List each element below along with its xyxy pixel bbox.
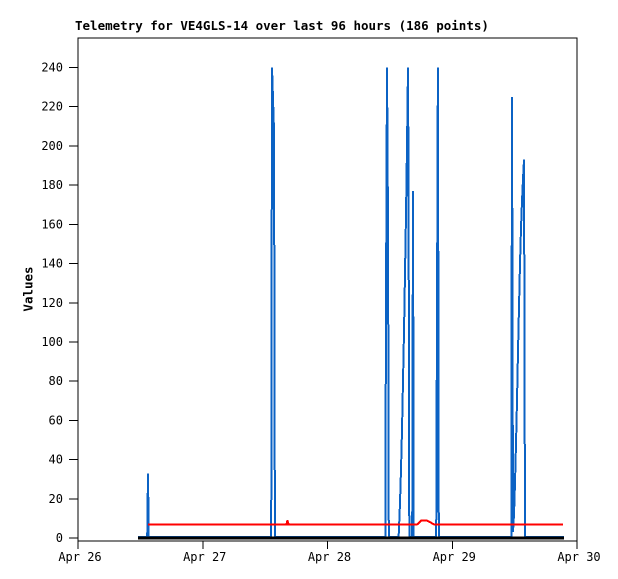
chart-title: Telemetry for VE4GLS-14 over last 96 hou…	[75, 18, 489, 33]
y-tick-label: 240	[41, 61, 63, 75]
y-tick-label: 80	[49, 374, 63, 388]
y-tick-label: 200	[41, 139, 63, 153]
y-tick-label: 0	[56, 531, 63, 545]
y-tick-label: 180	[41, 178, 63, 192]
x-tick-label: Apr 27	[183, 550, 226, 564]
x-tick-label: Apr 29	[433, 550, 476, 564]
y-tick-label: 160	[41, 217, 63, 231]
x-tick-label: Apr 28	[308, 550, 351, 564]
y-tick-label: 220	[41, 100, 63, 114]
series-red-channel-line	[148, 519, 563, 526]
x-tick-label: Apr 26	[58, 550, 101, 564]
y-tick-label: 120	[41, 296, 63, 310]
y-tick-label: 140	[41, 257, 63, 271]
x-tick-label: Apr 30	[557, 550, 600, 564]
y-tick-label: 20	[49, 492, 63, 506]
plot-frame	[77, 37, 578, 542]
y-tick-label: 60	[49, 413, 63, 427]
y-tick-label: 100	[41, 335, 63, 349]
series-blue-channel-line	[137, 67, 564, 538]
y-tick-label: 40	[49, 453, 63, 467]
